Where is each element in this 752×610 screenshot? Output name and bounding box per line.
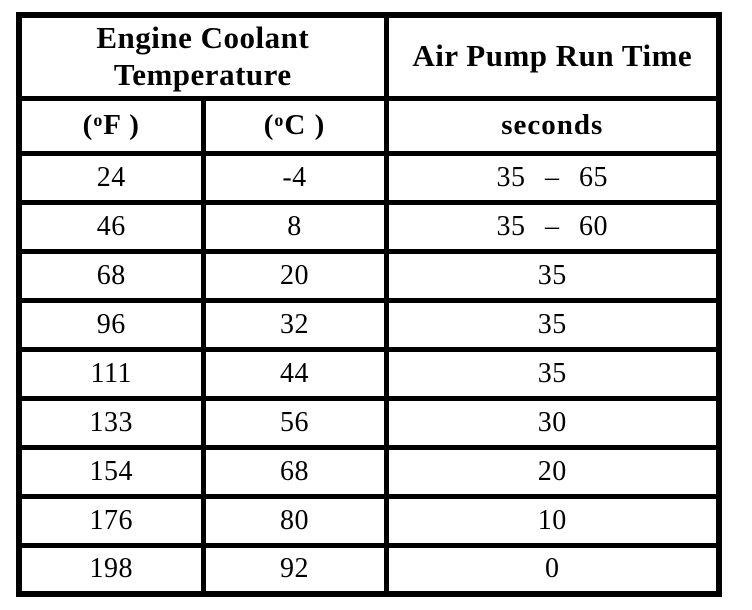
unit-c-open-paren: (: [263, 109, 275, 141]
table-row: 68 20 35: [16, 248, 722, 303]
table-row: 176 80 10: [16, 493, 722, 548]
cell-temp-f: 198: [16, 542, 206, 597]
cell-run-time: 35 – 60: [383, 199, 722, 254]
cell-temp-c: 20: [200, 248, 389, 303]
header-engine-coolant-temperature: Engine Coolant Temperature: [16, 12, 389, 101]
cell-temp-f: 176: [16, 493, 206, 548]
header-air-pump-run-time-label: Air Pump Run Time: [412, 38, 693, 74]
cell-temp-f: 46: [16, 199, 206, 254]
cell-temp-c: -4: [200, 150, 389, 205]
cell-temp-f: 96: [16, 297, 206, 352]
table-row: 198 92 0: [16, 542, 722, 597]
cell-run-time: 35 – 65: [383, 150, 722, 205]
table-row: 133 56 30: [16, 395, 722, 450]
table-header: Engine Coolant Temperature Air Pump Run …: [16, 12, 722, 156]
unit-f-close-paren: ): [120, 109, 140, 141]
table-row: 96 32 35: [16, 297, 722, 352]
cell-run-time: 10: [383, 493, 722, 548]
unit-c-letter: C: [284, 109, 307, 141]
unit-f-open-paren: (: [82, 109, 94, 141]
cell-temp-f: 111: [16, 346, 206, 401]
table-row: 24 -4 35 – 65: [16, 150, 722, 205]
unit-f-letter: F: [103, 109, 121, 141]
cell-run-time: 35: [383, 297, 722, 352]
cell-temp-c: 80: [200, 493, 389, 548]
degree-symbol: o: [93, 109, 104, 130]
cell-temp-c: 68: [200, 444, 389, 499]
cell-run-time: 30: [383, 395, 722, 450]
table-row: 46 8 35 – 60: [16, 199, 722, 254]
cell-temp-f: 24: [16, 150, 206, 205]
cell-temp-c: 8: [200, 199, 389, 254]
header-unit-fahrenheit: (oF ): [16, 95, 206, 156]
cell-run-time: 35: [383, 248, 722, 303]
coolant-air-pump-table: Engine Coolant Temperature Air Pump Run …: [16, 12, 722, 597]
cell-temp-f: 133: [16, 395, 206, 450]
degree-symbol: o: [274, 109, 285, 130]
cell-run-time: 35: [383, 346, 722, 401]
header-engine-coolant-temperature-label: Engine Coolant Temperature: [96, 20, 310, 92]
header-unit-seconds: seconds: [383, 95, 722, 156]
cell-temp-c: 92: [200, 542, 389, 597]
table-row: 154 68 20: [16, 444, 722, 499]
cell-temp-c: 44: [200, 346, 389, 401]
table-body: 24 -4 35 – 65 46 8 35 – 60 68 20 35 96 3…: [16, 150, 722, 597]
cell-temp-f: 154: [16, 444, 206, 499]
cell-temp-c: 56: [200, 395, 389, 450]
header-air-pump-run-time: Air Pump Run Time: [383, 12, 722, 101]
table-row: 111 44 35: [16, 346, 722, 401]
group-header-row: Engine Coolant Temperature Air Pump Run …: [16, 12, 722, 101]
cell-run-time: 20: [383, 444, 722, 499]
header-unit-celsius: (oC ): [200, 95, 389, 156]
unit-c-close-paren: ): [306, 109, 326, 141]
cell-temp-c: 32: [200, 297, 389, 352]
unit-header-row: (oF ) (oC ) seconds: [16, 95, 722, 156]
cell-temp-f: 68: [16, 248, 206, 303]
cell-run-time: 0: [383, 542, 722, 597]
